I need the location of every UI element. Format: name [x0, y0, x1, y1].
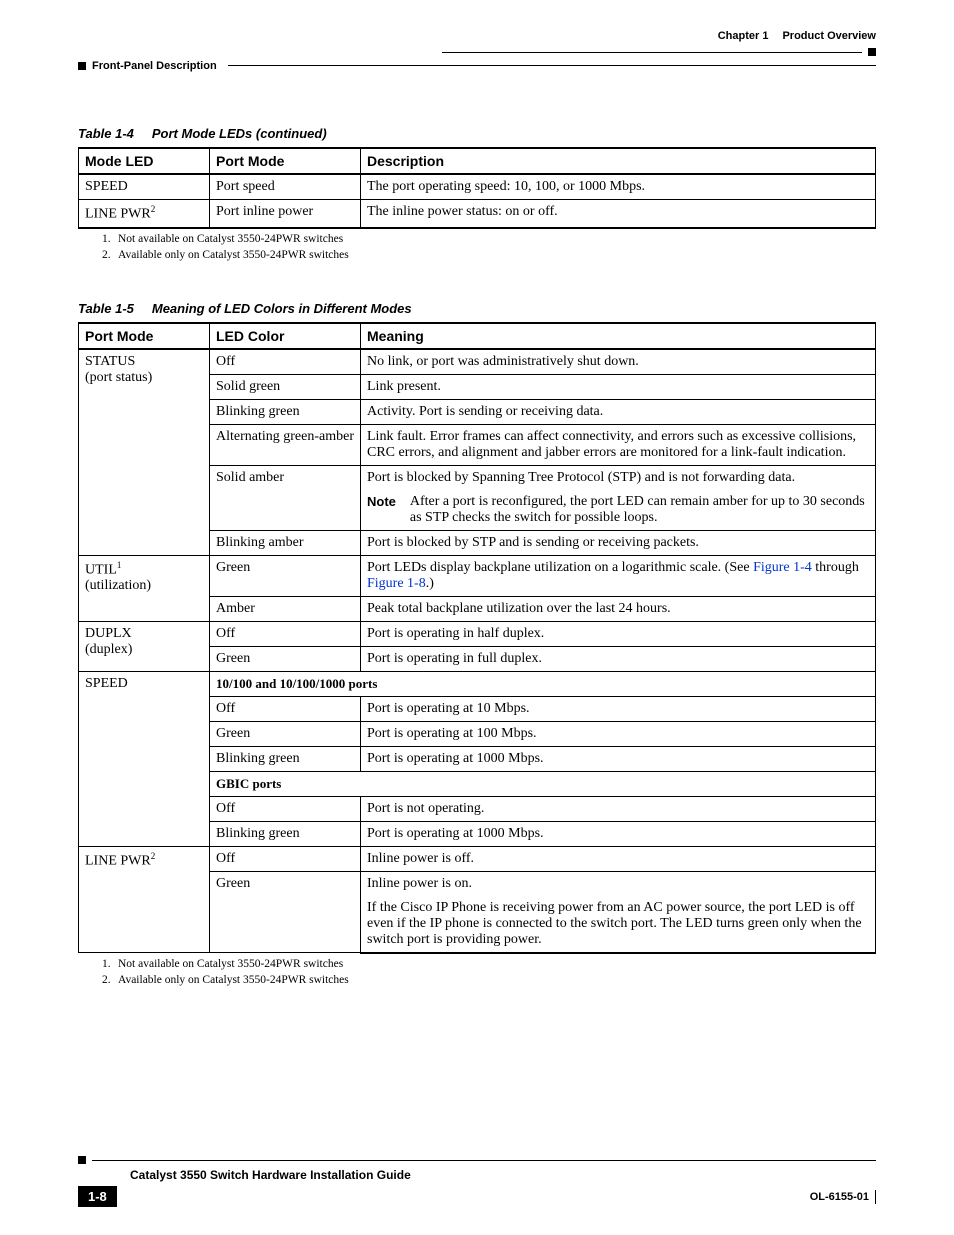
- header-rule-bottom: Front-Panel Description: [78, 60, 876, 72]
- header-thin-line: [228, 65, 876, 66]
- footer-tick: [875, 1190, 876, 1204]
- table2-th-1: LED Color: [210, 323, 361, 349]
- cell-mode-speed: SPEED: [79, 671, 210, 846]
- doc-id: OL-6155-01: [810, 1191, 869, 1203]
- table2-th-0: Port Mode: [79, 323, 210, 349]
- cell: Peak total backplane utilization over th…: [361, 596, 876, 621]
- table-row: SPEED Port speed The port operating spee…: [79, 174, 876, 200]
- table-row: LINE PWR2 Off Inline power is off.: [79, 846, 876, 871]
- cell-mode-status: STATUS(port status): [79, 349, 210, 556]
- table2-th-2: Meaning: [361, 323, 876, 349]
- table-port-mode-leds: Mode LED Port Mode Description SPEED Por…: [78, 147, 876, 229]
- note-label: Note: [367, 494, 396, 526]
- table1-th-2: Description: [361, 148, 876, 174]
- link-figure-1-8[interactable]: Figure 1-8: [367, 576, 426, 591]
- cell: Port is blocked by Spanning Tree Protoco…: [361, 465, 876, 490]
- cell-mode-util: UTIL1(utilization): [79, 555, 210, 621]
- cell: Link present.: [361, 374, 876, 399]
- cell: Port LEDs display backplane utilization …: [361, 555, 876, 596]
- cell-subhead: GBIC ports: [210, 771, 876, 796]
- page-header: Chapter 1 Product Overview: [78, 30, 876, 42]
- header-rule-top: [78, 48, 876, 56]
- table1-footnote-2: 2.Available only on Catalyst 3550-24PWR …: [102, 249, 876, 261]
- cell: Alternating green-amber: [210, 424, 361, 465]
- cell: Inline power is on.: [361, 871, 876, 896]
- cell: Activity. Port is sending or receiving d…: [361, 399, 876, 424]
- table2-footnote-1: 1.Not available on Catalyst 3550-24PWR s…: [102, 958, 876, 970]
- cell: Link fault. Error frames can affect conn…: [361, 424, 876, 465]
- cell: Port speed: [210, 174, 361, 200]
- table1-caption-text: Port Mode LEDs (continued): [152, 126, 327, 141]
- cell: Inline power is off.: [361, 846, 876, 871]
- link-figure-1-4[interactable]: Figure 1-4: [753, 560, 812, 575]
- cell: Green: [210, 646, 361, 671]
- table-row: UTIL1(utilization) Green Port LEDs displ…: [79, 555, 876, 596]
- cell: Off: [210, 796, 361, 821]
- table1-th-0: Mode LED: [79, 148, 210, 174]
- cell: Green: [210, 555, 361, 596]
- cell: Off: [210, 846, 361, 871]
- table-row: DUPLX(duplex) Off Port is operating in h…: [79, 621, 876, 646]
- cell: Port is operating at 1000 Mbps.: [361, 821, 876, 846]
- table2-footnote-2: 2.Available only on Catalyst 3550-24PWR …: [102, 974, 876, 986]
- table-row: STATUS(port status) Off No link, or port…: [79, 349, 876, 375]
- table2-caption-text: Meaning of LED Colors in Different Modes: [152, 301, 412, 316]
- cell: Blinking green: [210, 746, 361, 771]
- cell: Solid green: [210, 374, 361, 399]
- cell: Blinking green: [210, 821, 361, 846]
- cell: The port operating speed: 10, 100, or 10…: [361, 174, 876, 200]
- cell: Port is blocked by STP and is sending or…: [361, 530, 876, 555]
- cell: Off: [210, 349, 361, 375]
- table1-caption: Table 1-4 Port Mode LEDs (continued): [78, 126, 876, 141]
- table2-caption-num: Table 1-5: [78, 301, 134, 316]
- table1-footnote-1: 1.Not available on Catalyst 3550-24PWR s…: [102, 233, 876, 245]
- table-row: SPEED 10/100 and 10/100/1000 ports: [79, 671, 876, 696]
- page-footer: Catalyst 3550 Switch Hardware Installati…: [78, 1156, 876, 1207]
- cell: LINE PWR2: [79, 200, 210, 228]
- cell-subhead: 10/100 and 10/100/1000 ports: [210, 671, 876, 696]
- cell: If the Cisco IP Phone is receiving power…: [361, 896, 876, 953]
- cell: Amber: [210, 596, 361, 621]
- cell: Green: [210, 871, 361, 953]
- document-page: Chapter 1 Product Overview Front-Panel D…: [0, 0, 954, 1235]
- footer-rule: [78, 1156, 876, 1164]
- footer-guide-title: Catalyst 3550 Switch Hardware Installati…: [130, 1168, 876, 1182]
- cell: Port is operating at 10 Mbps.: [361, 696, 876, 721]
- cell: Solid amber: [210, 465, 361, 530]
- cell: Port is not operating.: [361, 796, 876, 821]
- table1-th-1: Port Mode: [210, 148, 361, 174]
- cell: Blinking green: [210, 399, 361, 424]
- cell: Port is operating at 1000 Mbps.: [361, 746, 876, 771]
- table1-caption-num: Table 1-4: [78, 126, 134, 141]
- cell: The inline power status: on or off.: [361, 200, 876, 228]
- table2-caption: Table 1-5 Meaning of LED Colors in Differ…: [78, 301, 876, 316]
- cell: Off: [210, 621, 361, 646]
- cell: Port is operating in full duplex.: [361, 646, 876, 671]
- section-title: Front-Panel Description: [92, 60, 217, 72]
- cell: Blinking amber: [210, 530, 361, 555]
- table-led-colors: Port Mode LED Color Meaning STATUS(port …: [78, 322, 876, 954]
- cell: Off: [210, 696, 361, 721]
- cell: Port is operating at 100 Mbps.: [361, 721, 876, 746]
- chapter-label: Chapter 1: [718, 30, 769, 42]
- table-row: LINE PWR2 Port inline power The inline p…: [79, 200, 876, 228]
- cell: Port is operating in half duplex.: [361, 621, 876, 646]
- cell: Port inline power: [210, 200, 361, 228]
- cell-mode-line-pwr: LINE PWR2: [79, 846, 210, 953]
- note-text: After a port is reconfigured, the port L…: [410, 494, 869, 526]
- cell: No link, or port was administratively sh…: [361, 349, 876, 375]
- cell: SPEED: [79, 174, 210, 200]
- cell: Green: [210, 721, 361, 746]
- cell-mode-duplx: DUPLX(duplex): [79, 621, 210, 671]
- page-number-badge: 1-8: [78, 1186, 117, 1207]
- chapter-title: Product Overview: [782, 30, 876, 42]
- cell-note: Note After a port is reconfigured, the p…: [361, 490, 876, 531]
